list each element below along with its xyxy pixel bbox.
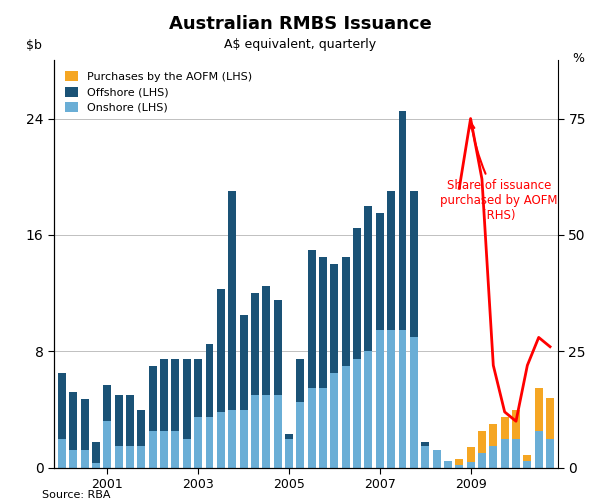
Bar bbox=[80, 399, 89, 450]
Bar bbox=[70, 392, 77, 450]
Bar bbox=[523, 461, 532, 468]
Bar bbox=[172, 432, 179, 468]
Bar bbox=[410, 337, 418, 468]
Bar bbox=[398, 111, 406, 329]
Bar bbox=[455, 465, 463, 468]
Bar bbox=[490, 446, 497, 468]
Bar bbox=[478, 453, 486, 468]
Bar bbox=[535, 388, 542, 432]
Bar bbox=[364, 206, 373, 352]
Bar bbox=[228, 191, 236, 409]
Bar bbox=[421, 446, 429, 468]
Bar bbox=[296, 402, 304, 468]
Bar bbox=[217, 412, 225, 468]
Bar bbox=[137, 409, 145, 446]
Bar bbox=[206, 344, 214, 417]
Bar bbox=[194, 359, 202, 417]
Bar bbox=[398, 329, 406, 468]
Bar bbox=[183, 439, 191, 468]
Text: Share of issuance
purchased by AOFM
(RHS): Share of issuance purchased by AOFM (RHS… bbox=[440, 124, 558, 222]
Y-axis label: %: % bbox=[572, 52, 584, 65]
Bar bbox=[103, 385, 112, 421]
Bar bbox=[239, 409, 248, 468]
Bar bbox=[296, 359, 304, 402]
Bar bbox=[433, 450, 440, 468]
Bar bbox=[228, 409, 236, 468]
Bar bbox=[70, 450, 77, 468]
Text: Australian RMBS Issuance: Australian RMBS Issuance bbox=[169, 15, 431, 33]
Bar bbox=[115, 395, 122, 446]
Bar bbox=[239, 315, 248, 409]
Bar bbox=[217, 289, 225, 412]
Text: Source: RBA: Source: RBA bbox=[42, 490, 110, 500]
Bar bbox=[92, 463, 100, 468]
Bar bbox=[546, 439, 554, 468]
Bar bbox=[353, 228, 361, 359]
Bar bbox=[160, 432, 168, 468]
Bar bbox=[523, 455, 532, 461]
Bar bbox=[194, 417, 202, 468]
Bar bbox=[149, 432, 157, 468]
Text: A$ equivalent, quarterly: A$ equivalent, quarterly bbox=[224, 38, 376, 51]
Y-axis label: $b: $b bbox=[26, 39, 42, 52]
Bar bbox=[308, 388, 316, 468]
Legend: Purchases by the AOFM (LHS), Offshore (LHS), Onshore (LHS): Purchases by the AOFM (LHS), Offshore (L… bbox=[59, 66, 258, 118]
Bar bbox=[512, 409, 520, 439]
Bar bbox=[149, 366, 157, 432]
Bar bbox=[58, 439, 66, 468]
Bar bbox=[183, 359, 191, 439]
Bar bbox=[58, 373, 66, 439]
Bar bbox=[92, 442, 100, 463]
Bar bbox=[376, 329, 384, 468]
Bar bbox=[274, 300, 281, 395]
Bar bbox=[410, 191, 418, 337]
Bar bbox=[376, 213, 384, 329]
Bar bbox=[274, 395, 281, 468]
Bar bbox=[103, 421, 112, 468]
Bar bbox=[342, 257, 350, 366]
Bar bbox=[387, 191, 395, 329]
Bar bbox=[478, 432, 486, 453]
Bar bbox=[308, 249, 316, 388]
Bar bbox=[80, 450, 89, 468]
Bar bbox=[353, 359, 361, 468]
Bar bbox=[319, 388, 327, 468]
Bar bbox=[160, 359, 168, 432]
Bar bbox=[172, 359, 179, 432]
Bar bbox=[262, 286, 270, 395]
Bar bbox=[467, 448, 475, 462]
Bar bbox=[115, 446, 122, 468]
Bar bbox=[251, 293, 259, 395]
Bar bbox=[364, 352, 373, 468]
Bar bbox=[285, 439, 293, 468]
Bar bbox=[500, 439, 509, 468]
Bar bbox=[512, 439, 520, 468]
Bar bbox=[467, 462, 475, 468]
Bar bbox=[251, 395, 259, 468]
Bar bbox=[546, 398, 554, 439]
Bar bbox=[444, 461, 452, 468]
Bar bbox=[126, 446, 134, 468]
Bar bbox=[126, 395, 134, 446]
Bar bbox=[455, 459, 463, 465]
Bar bbox=[535, 432, 542, 468]
Bar bbox=[285, 434, 293, 439]
Bar bbox=[319, 257, 327, 388]
Bar bbox=[331, 264, 338, 373]
Bar bbox=[387, 329, 395, 468]
Bar bbox=[262, 395, 270, 468]
Bar bbox=[421, 442, 429, 446]
Bar bbox=[342, 366, 350, 468]
Bar bbox=[490, 424, 497, 446]
Bar bbox=[137, 446, 145, 468]
Bar bbox=[331, 373, 338, 468]
Bar bbox=[206, 417, 214, 468]
Bar bbox=[500, 417, 509, 439]
